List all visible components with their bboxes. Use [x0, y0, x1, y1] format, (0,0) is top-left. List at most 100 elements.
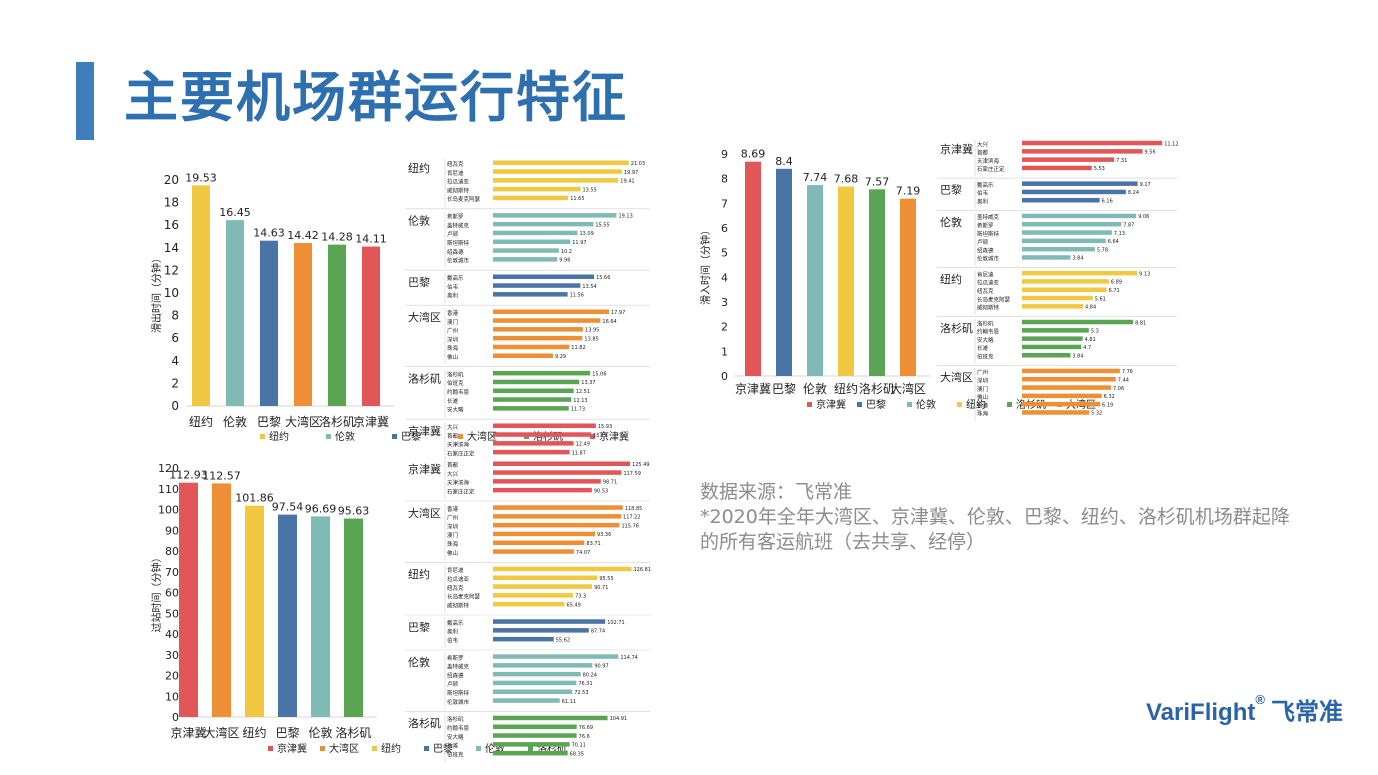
- taxi-out-airport-value: 19.41: [620, 179, 634, 185]
- turnaround-data-label: 101.86: [235, 492, 274, 505]
- taxi-in-airport-bar: [1022, 410, 1090, 415]
- taxi-out-legend-swatch-京津冀: [590, 434, 595, 439]
- data-source-note: 数据来源：飞常准 *2020年全年大湾区、京津冀、伦敦、巴黎、纽约、洛杉矶机场群…: [700, 480, 1340, 555]
- taxi-in-airport-label: 伦敦城市: [977, 255, 1000, 263]
- taxi-in-airport-bar: [1022, 401, 1101, 407]
- taxi-out-data-label: 16.45: [219, 206, 251, 219]
- turnaround-group-name: 京津冀: [408, 462, 441, 476]
- taxi-in-airport-value: 6.32: [1104, 394, 1115, 400]
- turnaround-airport-label: 澳门: [447, 531, 458, 539]
- taxi-in-airport-bar: [1022, 255, 1071, 260]
- taxi-in-y-tick: 6: [721, 222, 728, 235]
- turnaround-airport-bar: [493, 671, 581, 677]
- turnaround-data-label: 112.57: [202, 469, 241, 482]
- turnaround-airport-bar: [493, 540, 585, 545]
- taxi-out-airport-value: 11.97: [572, 240, 586, 246]
- taxi-out-airport-value: 10.2: [561, 249, 572, 255]
- taxi-out-airport-label: 深圳: [447, 335, 459, 343]
- taxi-in-y-tick: 0: [721, 370, 728, 383]
- taxi-out-y-tick: 16: [164, 218, 179, 232]
- taxi-out-y-tick: 10: [164, 286, 179, 300]
- taxi-out-airport-value: 13.95: [585, 328, 599, 334]
- turnaround-airport-bar: [493, 654, 619, 659]
- taxi-in-bar-大湾区: [900, 198, 916, 376]
- turnaround-airport-label: 长滩: [447, 742, 459, 750]
- taxi-in-airport-value: 9.56: [1145, 150, 1156, 156]
- taxi-out-airport-bar: [493, 169, 622, 174]
- turnaround-legend-swatch-京津冀: [268, 746, 273, 751]
- turnaround-airport-value: 126.81: [634, 567, 652, 573]
- taxi-in-legend-swatch-京津冀: [807, 402, 812, 407]
- taxi-out-airport-label: 佛山: [447, 353, 458, 361]
- taxi-in-legend-entry: 巴黎: [866, 398, 886, 411]
- taxi-out-airport-bar: [493, 292, 568, 297]
- turnaround-data-label: 95.63: [338, 505, 370, 518]
- turnaround-group-name: 纽约: [408, 567, 430, 581]
- taxi-out-y-tick: 12: [164, 263, 179, 277]
- taxi-in-airport-label: 大兴: [977, 140, 989, 148]
- turnaround-y-tick: 10: [165, 690, 179, 703]
- taxi-in-group-name: 巴黎: [940, 183, 962, 197]
- turnaround-airport-value: 114.74: [620, 655, 638, 661]
- taxi-in-airport-label: 伯韦: [977, 189, 989, 197]
- taxi-out-airport-label: 约翰韦恩: [447, 388, 470, 396]
- turnaround-legend-entry: 巴黎: [433, 742, 453, 755]
- taxi-out-airport-label: 石家庄正定: [447, 449, 475, 457]
- taxi-in-airport-value: 5.78: [1097, 247, 1108, 253]
- taxi-in-group-name: 伦敦: [940, 215, 962, 229]
- taxi-out-x-tick: 京津冀: [353, 415, 389, 429]
- taxi-out-y-tick: 6: [171, 331, 179, 345]
- source-line-1: 数据来源：飞常准: [700, 481, 853, 503]
- taxi-in-airport-value: 7.06: [1113, 386, 1124, 392]
- taxi-out-airport-bar: [493, 335, 583, 341]
- taxi-out-airport-label: 绍森德: [447, 248, 464, 256]
- taxi-in-airport-label: 长滩: [977, 344, 989, 352]
- turnaround-airport-value: 74.07: [576, 550, 590, 556]
- taxi-in-airport-bar: [1022, 189, 1126, 195]
- turnaround-breakdown: 首都 125.49 大兴 117.59 天津滨海 98.71 石家庄正定 90.53 京津冀香港…: [405, 460, 652, 763]
- taxi-out-x-tick: 纽约: [189, 414, 213, 429]
- taxi-in-airport-bar: [1022, 336, 1083, 341]
- turnaround-airport-bar: [493, 636, 554, 642]
- taxi-out-airport-bar: [493, 213, 617, 218]
- taxi-out-airport-bar: [493, 186, 581, 192]
- taxi-in-airport-label: 约翰韦恩: [977, 328, 1000, 336]
- turnaround-x-tick: 巴黎: [275, 726, 299, 740]
- turnaround-data-label: 97.54: [272, 501, 304, 514]
- taxi-in-bar-伦敦: [807, 185, 823, 376]
- turnaround-legend-swatch-大湾区: [320, 746, 325, 751]
- taxi-in-data-label: 8.69: [741, 148, 766, 161]
- taxi-in-airport-bar: [1022, 377, 1116, 382]
- taxi-out-y-tick: 18: [164, 196, 179, 210]
- taxi-out-group-name: 伦敦: [408, 214, 430, 228]
- taxi-out-legend-entry: 巴黎: [401, 430, 421, 443]
- turnaround-airport-bar: [493, 549, 574, 554]
- taxi-in-airport-value: 8.24: [1128, 190, 1139, 196]
- turnaround-legend-swatch-伦敦: [476, 746, 481, 751]
- turnaround-airport-label: 斯坦斯特: [447, 689, 470, 697]
- taxi-out-airport-label: 拉瓜迪亚: [447, 178, 470, 186]
- turnaround-x-tick: 纽约: [242, 725, 266, 740]
- taxi-in-data-label: 7.19: [896, 185, 921, 198]
- turnaround-y-tick: 0: [172, 711, 179, 724]
- taxi-out-airport-label: 澳门: [447, 318, 458, 326]
- turnaround-airport-label: 拉瓜迪亚: [447, 575, 470, 583]
- taxi-in-y-tick: 5: [721, 247, 728, 260]
- taxi-in-group-name: 洛杉矶: [940, 321, 973, 335]
- taxi-in-y-tick: 9: [721, 148, 728, 161]
- taxi-in-airport-label: 香港: [977, 401, 989, 409]
- turnaround-airport-label: 首都: [447, 461, 459, 469]
- taxi-out-airport-bar: [493, 344, 570, 350]
- turnaround-airport-label: 肯尼迪: [447, 566, 464, 574]
- taxi-out-airport-label: 希斯罗: [447, 213, 464, 221]
- taxi-out-group-name: 大湾区: [408, 310, 441, 324]
- taxi-in-airport-value: 9.06: [1138, 214, 1149, 220]
- taxi-in-airport-label: 天津滨海: [977, 157, 1000, 165]
- taxi-out-airport-value: 9.96: [559, 258, 570, 264]
- taxi-out-airport-value: 13.54: [582, 284, 596, 290]
- taxi-out-airport-label: 威彻斯特: [447, 186, 470, 194]
- taxi-out-airport-value: 19.97: [624, 170, 638, 176]
- turnaround-airport-bar: [493, 601, 565, 607]
- taxi-in-airport-value: 6.64: [1108, 239, 1119, 245]
- taxi-in-airport-value: 6.71: [1109, 288, 1120, 294]
